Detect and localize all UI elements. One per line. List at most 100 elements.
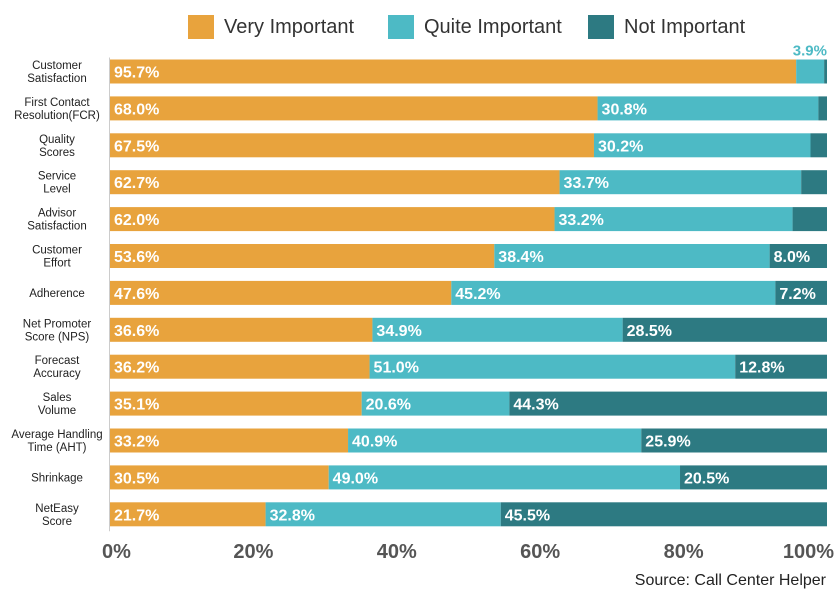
data-label: 53.6% [114,249,159,266]
legend-swatch-not-important [588,15,614,39]
data-label: 33.2% [114,434,159,451]
bar-segment [361,391,510,416]
bar-segment [509,391,827,416]
data-label: 38.4% [498,249,543,266]
data-label: 36.2% [114,360,159,377]
category-label: Shrinkage [31,472,83,484]
data-label: 34.9% [376,323,421,340]
legend-item-very-important: Very Important [188,14,354,40]
bar-segment [110,391,362,416]
bar-segment [110,96,598,121]
x-tick-label: 80% [664,541,704,563]
legend-item-quite-important: Quite Important [388,14,562,40]
bar-segment [451,280,776,305]
bar-segment [110,59,797,84]
category-label: Satisfaction [27,73,86,85]
data-label: 47.6% [114,286,159,303]
data-label: 20.6% [366,397,411,414]
bar-segment [735,354,827,379]
bar-segment [265,502,501,527]
bar-segment [597,96,819,121]
category-label: Average Handling [11,429,102,441]
legend-item-not-important: Not Important [588,14,745,40]
category-label: Quality [39,134,75,146]
bar-segment [110,317,373,342]
bar-segment [110,207,555,232]
bar-segment [348,428,642,453]
bar-segment [641,428,827,453]
data-label: 30.5% [114,470,159,487]
category-label: Score (NPS) [25,331,90,343]
bar-segment [494,244,770,268]
x-tick-label: 0% [102,541,131,563]
category-label: Sales [43,392,72,404]
category-label: Net Promoter [23,318,92,330]
data-label: 36.6% [114,323,159,340]
x-tick-label: 20% [233,541,273,563]
category-label: First Contact [24,97,90,109]
data-label: 20.5% [684,470,729,487]
bar-segment [818,96,827,121]
data-label: 28.5% [627,323,672,340]
bar-segment [559,170,802,195]
legend-label-quite-important: Quite Important [424,15,562,38]
bar-segment [792,207,827,232]
bar-segment [769,244,827,268]
category-label: Customer [32,60,82,72]
bar-segment [110,354,370,379]
category-label: Resolution(FCR) [14,110,100,122]
category-label: Scores [39,147,75,159]
source-note: Source: Call Center Helper [634,572,826,589]
legend-label-very-important: Very Important [224,15,355,38]
category-label: Service [38,171,76,183]
legend-label-not-important: Not Important [624,15,746,38]
category-label: NetEasy [35,503,79,515]
category-label: Customer [32,245,82,257]
category-label: Advisor [38,208,77,220]
data-label: 45.5% [505,507,550,524]
bar-segment [824,59,827,84]
legend-swatch-quite-important [388,15,414,39]
bar-segment [369,354,736,379]
category-label: Level [43,184,71,196]
data-label: 21.7% [114,507,159,524]
data-label: 32.8% [270,507,315,524]
bar-segment [328,465,681,490]
bar-segment [110,465,329,490]
x-tick-label: 60% [520,541,560,563]
bar-segment [796,59,825,84]
category-label: Score [42,516,72,528]
category-label: Satisfaction [27,221,86,233]
data-label: 7.2% [779,286,815,303]
bar-segment [554,207,793,232]
data-label: 40.9% [352,434,397,451]
data-label: 49.0% [333,470,378,487]
data-label: 3.9% [793,43,827,60]
category-label: Effort [43,258,71,270]
data-label: 95.7% [114,65,159,82]
data-label: 62.0% [114,212,159,229]
data-label: 30.2% [598,138,643,155]
data-label: 45.2% [455,286,500,303]
data-label: 8.0% [774,249,810,266]
bar-segment [110,133,594,158]
data-label: 68.0% [114,101,159,118]
data-label: 35.1% [114,397,159,414]
data-label: 62.7% [114,175,159,192]
legend-swatch-very-important [188,15,214,39]
bar-segment [810,133,827,158]
category-label: Accuracy [33,368,81,380]
bar-segment [110,502,266,527]
data-label: 33.7% [564,175,609,192]
bar-segment [110,280,452,305]
bar-segment [775,280,827,305]
x-tick-label: 40% [377,541,417,563]
bar-segment [680,465,827,490]
bar-segment [622,317,827,342]
bar-segment [372,317,623,342]
category-label: Adherence [29,288,85,300]
bar-segment [500,502,827,527]
bar-segment [110,428,349,453]
bar-segment [593,133,811,158]
